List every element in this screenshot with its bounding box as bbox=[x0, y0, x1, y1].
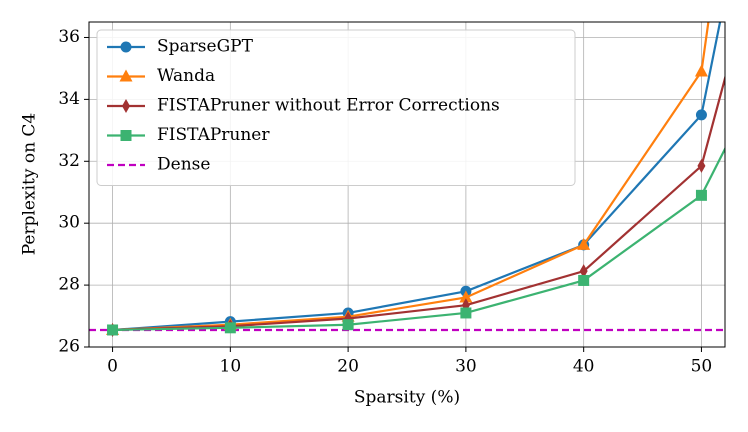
x-tick-label: 0 bbox=[107, 357, 118, 377]
marker bbox=[578, 274, 590, 286]
x-tick-label: 20 bbox=[337, 357, 359, 377]
legend: SparseGPT Wanda FISTAPruner without Error … bbox=[96, 29, 576, 186]
marker bbox=[120, 130, 132, 141]
legend-label: FISTAPruner without Error Corrections bbox=[157, 96, 500, 116]
x-tick-label: 30 bbox=[455, 357, 477, 377]
marker bbox=[695, 109, 707, 121]
y-tick-label: 30 bbox=[58, 213, 80, 233]
marker bbox=[342, 319, 354, 331]
marker bbox=[577, 237, 591, 250]
marker bbox=[694, 64, 708, 77]
marker bbox=[579, 264, 588, 279]
y-axis-label: Perplexity on C4 bbox=[20, 113, 40, 256]
y-tick-label: 34 bbox=[58, 89, 80, 109]
x-tick-label: 40 bbox=[573, 357, 595, 377]
legend-label: Dense bbox=[157, 155, 210, 175]
y-tick-label: 36 bbox=[58, 27, 80, 47]
y-tick-label: 28 bbox=[58, 275, 80, 295]
marker bbox=[695, 189, 707, 201]
x-tick-label: 10 bbox=[220, 357, 242, 377]
marker bbox=[697, 158, 706, 173]
x-tick-label: 50 bbox=[691, 357, 713, 377]
marker bbox=[107, 324, 119, 336]
marker bbox=[122, 99, 130, 113]
axes: 0 10 20 30 40 50 26 28 30 32 34 36 bbox=[58, 27, 712, 377]
plot-area bbox=[89, 22, 725, 337]
y-tick-label: 26 bbox=[58, 337, 80, 357]
legend-label: FISTAPruner bbox=[157, 125, 270, 145]
legend-box bbox=[96, 29, 576, 186]
legend-label: Wanda bbox=[157, 66, 215, 86]
marker bbox=[224, 322, 236, 334]
y-tick-label: 32 bbox=[58, 151, 80, 171]
marker bbox=[119, 69, 133, 82]
marker bbox=[120, 41, 132, 53]
marker bbox=[459, 290, 473, 303]
plot-frame bbox=[88, 21, 726, 348]
x-axis-label: Sparsity (%) bbox=[354, 388, 460, 408]
marker bbox=[460, 307, 472, 319]
legend-label: SparseGPT bbox=[157, 37, 254, 57]
